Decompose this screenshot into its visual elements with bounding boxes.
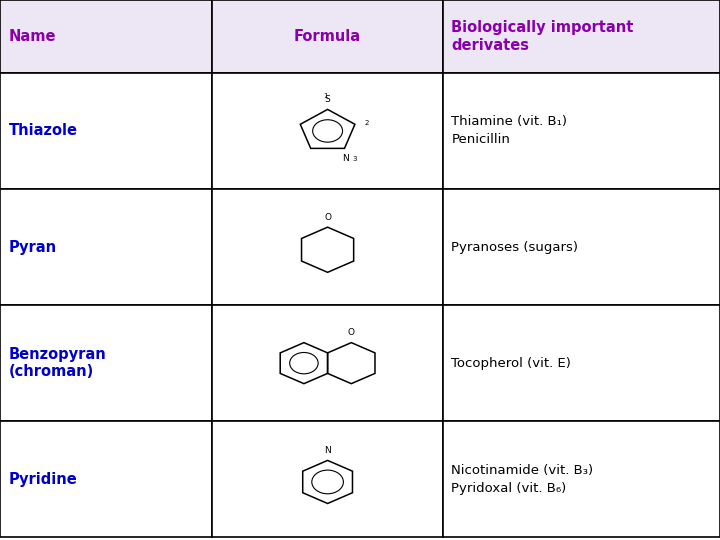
- Bar: [443, 73, 720, 189]
- Text: N: N: [343, 154, 349, 163]
- Text: Benzopyran
(chroman): Benzopyran (chroman): [9, 347, 107, 379]
- Text: 1: 1: [323, 92, 328, 99]
- Text: N: N: [324, 446, 331, 455]
- Bar: [212, 189, 443, 305]
- Bar: [0, 73, 212, 189]
- Bar: [212, 421, 443, 537]
- Bar: [212, 305, 443, 421]
- Text: Name: Name: [9, 29, 56, 44]
- Bar: [443, 305, 720, 421]
- Text: Nicotinamide (vit. B₃)
Pyridoxal (vit. B₆): Nicotinamide (vit. B₃) Pyridoxal (vit. B…: [451, 464, 593, 495]
- Bar: [0, 305, 212, 421]
- Text: 2: 2: [364, 120, 369, 126]
- Text: Pyran: Pyran: [9, 240, 57, 254]
- Text: O: O: [324, 213, 331, 222]
- Text: Formula: Formula: [294, 29, 361, 44]
- Text: S: S: [325, 95, 330, 104]
- Bar: [443, 189, 720, 305]
- Bar: [212, 73, 443, 189]
- Bar: [443, 421, 720, 537]
- Text: Tocopherol (vit. E): Tocopherol (vit. E): [451, 356, 571, 370]
- Bar: [0, 189, 212, 305]
- Text: Thiamine (vit. B₁)
Penicillin: Thiamine (vit. B₁) Penicillin: [451, 116, 567, 146]
- Text: Pyridine: Pyridine: [9, 472, 77, 487]
- Text: 3: 3: [352, 156, 357, 162]
- Bar: [0, 421, 212, 537]
- Text: O: O: [348, 328, 355, 337]
- Text: Biologically important
derivates: Biologically important derivates: [451, 20, 634, 52]
- Bar: [212, 0, 443, 73]
- Bar: [0, 0, 212, 73]
- Bar: [443, 0, 720, 73]
- Text: Thiazole: Thiazole: [9, 124, 78, 138]
- Text: Pyranoses (sugars): Pyranoses (sugars): [451, 240, 578, 254]
